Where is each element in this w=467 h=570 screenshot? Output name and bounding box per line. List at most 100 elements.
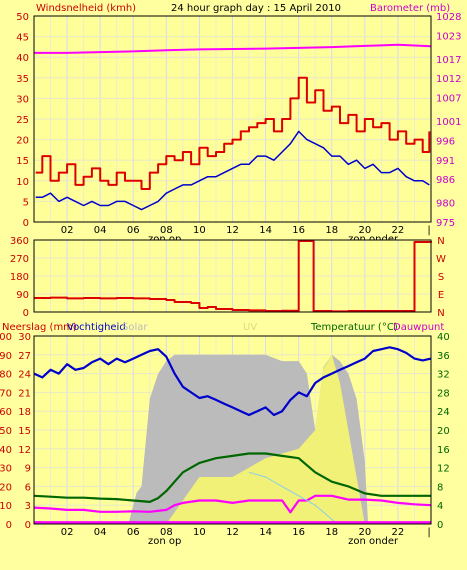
x-tick-label: 12 <box>226 225 239 236</box>
x-tick-label: 12 <box>226 527 239 538</box>
x-tick-label: 18 <box>325 225 338 236</box>
x-tick-label: 10 <box>193 225 206 236</box>
wind-speed-tick-label: 30 <box>16 94 29 105</box>
x-tick-label: 22 <box>392 527 405 538</box>
x-tick-label: 16 <box>292 527 305 538</box>
solar-tick-label: 24 <box>18 370 31 381</box>
solar-tick-label: 12 <box>18 445 31 456</box>
wind-speed-tick-label: 0 <box>23 218 29 229</box>
x-tick-label: 06 <box>127 527 140 538</box>
sunrise-label: zon op <box>148 536 181 547</box>
rain-axis-title: Neerslag (mm) <box>2 322 77 333</box>
solar-tick-label: 27 <box>18 351 31 362</box>
wind-speed-tick-label: 45 <box>16 33 29 44</box>
solar-tick-label: 30 <box>18 332 31 343</box>
direction-tick-label: 180 <box>10 272 29 283</box>
barometer-tick-label: 1028 <box>436 12 461 23</box>
solar-label: Solar <box>122 322 148 333</box>
solar-tick-label: 6 <box>25 482 31 493</box>
x-tick-label: 18 <box>325 527 338 538</box>
humidity-temperature-panel: 0010320630940125015601870218024902710030… <box>0 332 450 547</box>
wind-speed-tick-label: 35 <box>16 74 29 85</box>
temperature-tick-label: 28 <box>437 388 450 399</box>
direction-line <box>34 240 432 313</box>
solar-tick-label: 18 <box>18 407 31 418</box>
wind-speed-tick-label: 50 <box>16 12 29 23</box>
temperature-tick-label: 12 <box>437 464 450 475</box>
barometer-tick-label: 980 <box>436 199 455 210</box>
barometer-tick-label: 1001 <box>436 117 461 128</box>
humidity-tick-label: 90 <box>0 351 12 362</box>
barometer-tick-label: 1012 <box>436 74 461 85</box>
x-tick-label: 14 <box>259 527 272 538</box>
barometer-tick-label: 1017 <box>436 55 461 66</box>
sunset-label: zon onder <box>348 536 399 547</box>
x-tick-label: 16 <box>292 225 305 236</box>
chart-title: 24 hour graph day : 15 April 2010 <box>171 3 341 14</box>
dewpoint-line <box>33 494 432 514</box>
x-tick-label: 22 <box>392 225 405 236</box>
temperature-tick-label: 36 <box>437 351 450 362</box>
barometer-tick-label: 1023 <box>436 31 461 42</box>
barometer-tick-label: 1007 <box>436 94 461 105</box>
compass-tick-label: S <box>438 272 444 283</box>
x-tick-label: 08 <box>160 225 173 236</box>
average-line <box>35 130 430 211</box>
barometer-tick-label: 991 <box>436 156 455 167</box>
plot-frame <box>33 239 432 313</box>
x-tick-label: 08 <box>160 527 173 538</box>
compass-tick-label: W <box>436 254 446 265</box>
dewpoint-axis-title: Dauwpunt <box>393 322 444 333</box>
wind-speed-tick-label: 40 <box>16 53 29 64</box>
barometer-axis-title: Barometer (mb) <box>370 3 450 14</box>
wind-speed-tick-label: 5 <box>23 197 29 208</box>
temperature-tick-label: 40 <box>437 332 450 343</box>
humidity-tick-label: 40 <box>0 445 12 456</box>
humidity-tick-label: 100 <box>0 332 12 343</box>
temperature-tick-label: 0 <box>437 520 443 531</box>
wind-speed-tick-label: 25 <box>16 115 29 126</box>
temperature-line <box>33 452 431 503</box>
wind-speed-axis-title: Windsnelheid (kmh) <box>36 3 136 14</box>
plot-frame <box>33 15 432 223</box>
x-tick-label: 20 <box>358 225 371 236</box>
direction-tick-label: 0 <box>23 308 29 319</box>
humidity-tick-label: 20 <box>0 482 12 493</box>
humidity-tick-label: 50 <box>0 426 12 437</box>
wind-speed-tick-label: 10 <box>16 177 29 188</box>
humidity-tick-label: 80 <box>0 370 12 381</box>
x-tick-label: 20 <box>358 527 371 538</box>
x-tick-label: 10 <box>193 527 206 538</box>
compass-tick-label: E <box>438 290 444 301</box>
uv-area <box>166 354 365 524</box>
humidity-tick-label: 30 <box>0 464 12 475</box>
barometer-tick-label: 975 <box>436 218 455 229</box>
direction-tick-label: 360 <box>10 236 29 247</box>
gust-line <box>35 76 431 190</box>
plot-frame <box>33 335 432 525</box>
humidity-axis-title: Vochtigheid <box>67 322 126 333</box>
humidity-tick-label: 0 <box>6 520 12 531</box>
temperature-tick-label: 24 <box>437 407 450 418</box>
barometer-tick-label: 996 <box>436 136 455 147</box>
temperature-tick-label: 32 <box>437 370 450 381</box>
direction-tick-label: 270 <box>10 254 29 265</box>
uv-label: UV <box>243 322 257 333</box>
temperature-tick-label: 20 <box>437 426 450 437</box>
direction-tick-label: 90 <box>16 290 29 301</box>
compass-tick-label: N <box>437 236 444 247</box>
humidity-tick-label: 70 <box>0 388 12 399</box>
wind-speed-tick-label: 20 <box>16 136 29 147</box>
temperature-tick-label: 8 <box>437 482 443 493</box>
solar-tick-label: 9 <box>25 464 31 475</box>
humidity-tick-label: 60 <box>0 407 12 418</box>
x-tick-label: 02 <box>61 527 74 538</box>
x-tick-end: | <box>427 225 430 236</box>
x-tick-label: 06 <box>127 225 140 236</box>
humidity-line <box>33 346 432 417</box>
x-tick-label: 02 <box>61 225 74 236</box>
humidity-tick-label: 10 <box>0 501 12 512</box>
